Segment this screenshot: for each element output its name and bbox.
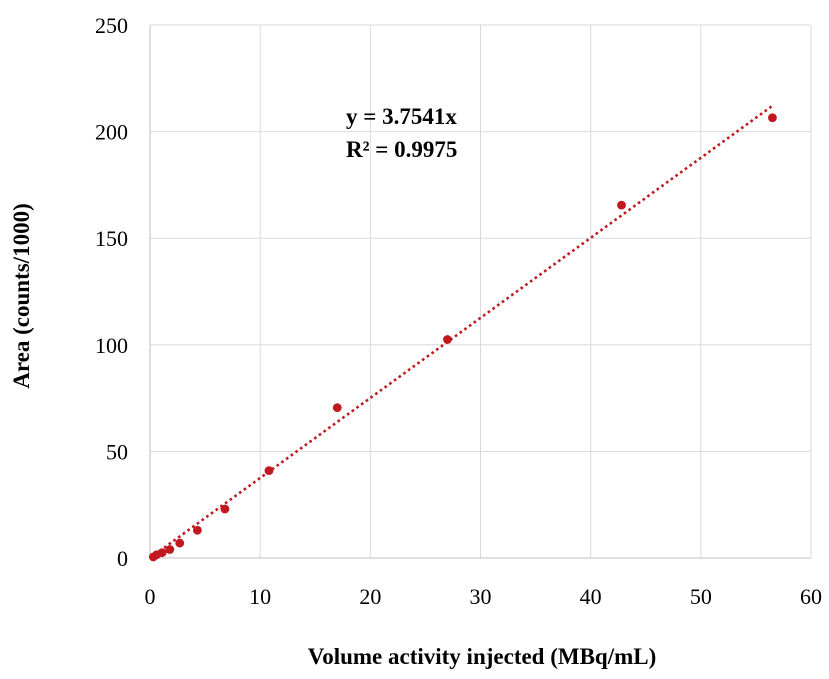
data-point <box>192 525 202 535</box>
y-tick-label-50: 50 <box>106 439 128 464</box>
x-tick-label-50: 50 <box>690 584 712 609</box>
data-point <box>264 466 274 475</box>
y-axis-title: Area (counts/1000) <box>9 203 34 388</box>
trendline-r-squared: R² = 0.9975 <box>346 137 457 162</box>
y-tick-label-0: 0 <box>117 546 128 571</box>
data-point <box>332 403 342 413</box>
y-tick-label-150: 150 <box>95 226 128 251</box>
data-point <box>768 113 777 123</box>
grid-lines <box>149 24 812 559</box>
y-tick-label-250: 250 <box>95 13 128 38</box>
data-point <box>165 545 175 554</box>
data-points <box>148 113 777 562</box>
data-point <box>220 504 230 514</box>
trendline-group <box>149 104 774 560</box>
data-point <box>175 538 185 548</box>
x-tick-label-30: 30 <box>470 584 492 609</box>
x-tick-label-60: 60 <box>800 584 822 609</box>
x-tick-label-0: 0 <box>145 584 156 609</box>
x-tick-label-10: 10 <box>249 584 271 609</box>
y-tick-label-200: 200 <box>95 120 128 145</box>
tick-labels: 0 10 20 30 40 50 60 0 50 100 150 200 250 <box>95 13 822 609</box>
trendline <box>149 104 774 560</box>
trendline-equation: y = 3.7541x <box>346 104 457 129</box>
data-point <box>157 548 167 558</box>
data-point <box>443 335 452 344</box>
x-axis-title: Volume activity injected (MBq/mL) <box>308 644 657 669</box>
x-tick-label-40: 40 <box>580 584 602 609</box>
data-point <box>617 200 626 210</box>
y-tick-label-100: 100 <box>95 333 128 358</box>
x-tick-label-20: 20 <box>359 584 381 609</box>
